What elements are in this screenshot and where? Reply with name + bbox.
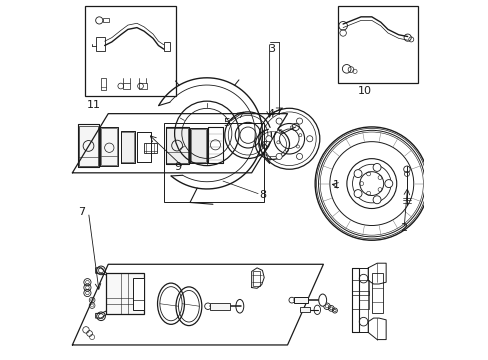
Bar bbox=[106, 273, 144, 315]
Bar bbox=[191, 129, 206, 162]
Text: 4: 4 bbox=[267, 109, 274, 119]
Circle shape bbox=[353, 190, 361, 198]
Bar bbox=[102, 18, 109, 22]
Bar bbox=[163, 42, 170, 51]
Text: 2: 2 bbox=[400, 224, 407, 233]
Circle shape bbox=[265, 136, 271, 142]
Text: 8: 8 bbox=[259, 190, 266, 200]
Circle shape bbox=[306, 136, 312, 142]
Bar bbox=[79, 126, 98, 166]
Bar bbox=[371, 273, 383, 313]
Circle shape bbox=[296, 153, 302, 159]
Bar bbox=[163, 123, 264, 202]
Bar bbox=[210, 303, 230, 310]
Ellipse shape bbox=[318, 294, 326, 306]
Bar bbox=[96, 37, 104, 51]
Bar bbox=[300, 307, 309, 312]
Circle shape bbox=[372, 196, 380, 204]
Bar bbox=[85, 6, 176, 96]
Circle shape bbox=[372, 163, 380, 171]
Text: 5: 5 bbox=[223, 118, 229, 128]
Bar bbox=[253, 271, 260, 286]
Bar bbox=[351, 291, 368, 309]
Text: 7: 7 bbox=[78, 207, 85, 217]
Bar bbox=[351, 280, 368, 295]
Bar bbox=[101, 78, 106, 90]
Circle shape bbox=[353, 170, 361, 177]
Text: 11: 11 bbox=[86, 100, 101, 110]
Circle shape bbox=[296, 118, 302, 124]
Bar bbox=[337, 6, 418, 83]
Text: 6: 6 bbox=[260, 141, 267, 151]
Bar bbox=[166, 128, 188, 163]
Bar bbox=[139, 83, 146, 89]
Bar bbox=[101, 128, 117, 165]
Text: 10: 10 bbox=[357, 86, 371, 96]
Bar bbox=[144, 143, 156, 153]
Text: 1: 1 bbox=[332, 180, 339, 190]
Bar bbox=[293, 297, 307, 303]
Circle shape bbox=[276, 153, 282, 159]
Text: 3: 3 bbox=[267, 44, 274, 54]
Circle shape bbox=[276, 118, 282, 124]
Bar bbox=[122, 83, 130, 89]
Circle shape bbox=[384, 180, 392, 188]
Text: 9: 9 bbox=[174, 162, 182, 172]
Bar bbox=[132, 278, 144, 310]
Bar bbox=[121, 132, 134, 162]
